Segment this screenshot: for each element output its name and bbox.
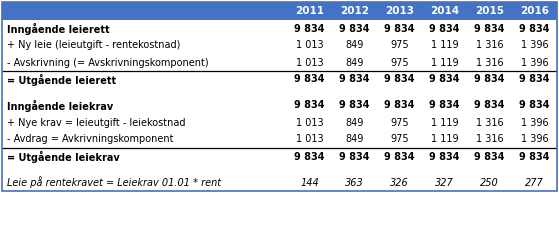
Text: 1 316: 1 316 xyxy=(476,58,503,68)
Text: 9 834: 9 834 xyxy=(294,23,325,34)
Text: 1 396: 1 396 xyxy=(520,117,548,128)
Text: 1 013: 1 013 xyxy=(296,117,323,128)
Text: 9 834: 9 834 xyxy=(294,74,325,85)
Text: 1 119: 1 119 xyxy=(430,40,458,50)
Text: 2016: 2016 xyxy=(520,6,549,16)
Text: 9 834: 9 834 xyxy=(339,151,369,162)
Text: 9 834: 9 834 xyxy=(339,23,369,34)
Text: 2014: 2014 xyxy=(430,6,459,16)
Text: 975: 975 xyxy=(390,40,409,50)
Text: 2012: 2012 xyxy=(340,6,369,16)
Text: = Utgående leiekrav: = Utgående leiekrav xyxy=(7,151,120,162)
Text: 9 834: 9 834 xyxy=(429,74,459,85)
Text: 849: 849 xyxy=(345,40,364,50)
Text: 1 396: 1 396 xyxy=(520,58,548,68)
Text: 9 834: 9 834 xyxy=(429,101,459,110)
Text: 326: 326 xyxy=(390,178,409,187)
Text: 1 013: 1 013 xyxy=(296,135,323,144)
Text: 975: 975 xyxy=(390,117,409,128)
Text: - Avskrivning (= Avskrivningskomponent): - Avskrivning (= Avskrivningskomponent) xyxy=(7,58,209,68)
Text: 975: 975 xyxy=(390,58,409,68)
Text: 1 013: 1 013 xyxy=(296,58,323,68)
Text: 9 834: 9 834 xyxy=(519,74,549,85)
Text: 1 316: 1 316 xyxy=(476,135,503,144)
Text: 1 396: 1 396 xyxy=(520,135,548,144)
Text: 9 834: 9 834 xyxy=(294,101,325,110)
Text: 9 834: 9 834 xyxy=(429,151,459,162)
Text: - Avdrag = Avkrivningskomponent: - Avdrag = Avkrivningskomponent xyxy=(7,135,173,144)
Text: 9 834: 9 834 xyxy=(519,151,549,162)
Text: 9 834: 9 834 xyxy=(294,151,325,162)
Text: 9 834: 9 834 xyxy=(474,23,505,34)
Text: 2011: 2011 xyxy=(295,6,324,16)
Text: 9 834: 9 834 xyxy=(384,23,415,34)
Text: + Nye krav = leieutgift - leiekostnad: + Nye krav = leieutgift - leiekostnad xyxy=(7,117,186,128)
Text: 1 316: 1 316 xyxy=(476,117,503,128)
Text: 1 013: 1 013 xyxy=(296,40,323,50)
Text: + Ny leie (leieutgift - rentekostnad): + Ny leie (leieutgift - rentekostnad) xyxy=(7,40,181,50)
Text: 327: 327 xyxy=(435,178,454,187)
Text: 9 834: 9 834 xyxy=(384,74,415,85)
Text: 9 834: 9 834 xyxy=(519,101,549,110)
Text: 9 834: 9 834 xyxy=(339,101,369,110)
Text: 9 834: 9 834 xyxy=(474,151,505,162)
Text: 9 834: 9 834 xyxy=(339,74,369,85)
Text: 9 834: 9 834 xyxy=(474,74,505,85)
Text: 1 119: 1 119 xyxy=(430,135,458,144)
Text: 849: 849 xyxy=(345,58,364,68)
Text: Inngående leiekrav: Inngående leiekrav xyxy=(7,99,113,112)
Text: 849: 849 xyxy=(345,117,364,128)
Text: 277: 277 xyxy=(525,178,544,187)
Text: 9 834: 9 834 xyxy=(474,101,505,110)
Text: 144: 144 xyxy=(300,178,319,187)
Text: 363: 363 xyxy=(345,178,364,187)
Text: = Utgående leierett: = Utgående leierett xyxy=(7,73,116,86)
Text: 9 834: 9 834 xyxy=(384,151,415,162)
Text: 9 834: 9 834 xyxy=(519,23,549,34)
Text: 2013: 2013 xyxy=(385,6,414,16)
Bar xyxy=(2,2,557,20)
Text: Inngående leierett: Inngående leierett xyxy=(7,22,110,35)
Text: 9 834: 9 834 xyxy=(429,23,459,34)
Text: 2015: 2015 xyxy=(475,6,504,16)
Text: 250: 250 xyxy=(480,178,499,187)
Text: 9 834: 9 834 xyxy=(384,101,415,110)
Text: 1 396: 1 396 xyxy=(520,40,548,50)
Text: Leie på rentekravet = Leiekrav 01.01 * rent: Leie på rentekravet = Leiekrav 01.01 * r… xyxy=(7,177,221,189)
Text: 975: 975 xyxy=(390,135,409,144)
Text: 849: 849 xyxy=(345,135,364,144)
Text: 1 316: 1 316 xyxy=(476,40,503,50)
Text: 1 119: 1 119 xyxy=(430,58,458,68)
Bar xyxy=(2,2,557,191)
Text: 1 119: 1 119 xyxy=(430,117,458,128)
Bar xyxy=(2,2,557,191)
